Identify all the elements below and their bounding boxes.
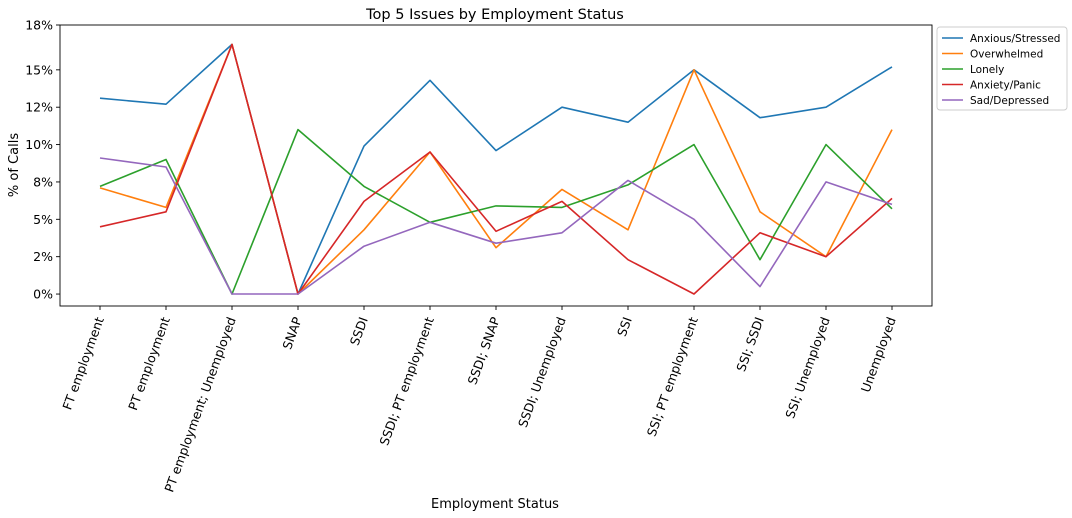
legend-label: Anxious/Stressed <box>970 33 1060 45</box>
x-tick-label: PT employment; Unemployed <box>161 315 238 494</box>
y-tick-label: 0% <box>33 287 53 302</box>
legend-label: Lonely <box>970 64 1004 76</box>
x-axis-title: Employment Status <box>431 497 559 512</box>
x-tick-label: SSDI <box>347 315 371 348</box>
series-line-anxious-stressed <box>99 43 893 295</box>
x-tick-label: Unemployed <box>858 315 899 394</box>
y-tick-label: 8% <box>33 174 53 189</box>
x-tick-label: SSDI; PT employment <box>376 315 436 448</box>
x-tick-label: SSI; Unemployed <box>782 315 833 420</box>
y-tick-label: 10% <box>25 137 53 152</box>
x-tick-label: PT employment <box>125 315 173 412</box>
legend-label: Sad/Depressed <box>970 95 1049 107</box>
plot-frame <box>59 24 933 307</box>
x-tick-label: SSDI; SNAP <box>465 314 503 386</box>
y-axis: 0% 2% 5% 8% 10% 12% 15% 18% <box>25 18 60 302</box>
series-line-overwhelmed <box>99 43 893 295</box>
y-tick-label: 2% <box>33 249 53 264</box>
legend-box <box>936 26 1068 111</box>
x-tick-label: SSI <box>614 315 635 339</box>
x-tick-label: SSI; SSDI <box>733 315 767 374</box>
legend-label: Anxiety/Panic <box>970 79 1041 91</box>
y-tick-label: 5% <box>33 212 53 227</box>
series-lines <box>99 43 893 295</box>
x-tick-label: SSI; PT employment <box>644 315 701 439</box>
legend-label: Overwhelmed <box>970 48 1043 60</box>
x-tick-label: SSDI; Unemployed <box>515 315 569 430</box>
series-line-anxiety-panic <box>99 43 893 295</box>
chart-title: Top 5 Issues by Employment Status <box>365 7 624 23</box>
y-tick-label: 18% <box>25 18 53 33</box>
x-tick-label: SNAP <box>279 314 305 351</box>
y-axis-title: % of Calls <box>7 133 22 197</box>
series-line-sad-depressed <box>99 157 893 295</box>
x-tick-label: FT employment <box>59 315 107 412</box>
y-tick-label: 12% <box>25 100 53 115</box>
y-tick-label: 15% <box>25 62 53 77</box>
legend: Anxious/Stressed Overwhelmed Lonely Anxiety… <box>936 26 1068 111</box>
